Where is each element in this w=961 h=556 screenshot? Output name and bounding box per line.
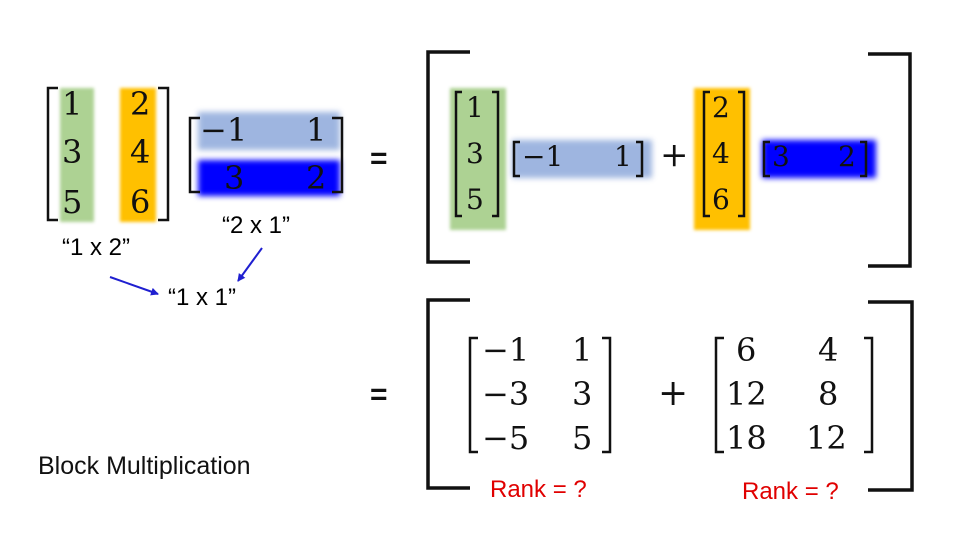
left-col2-r2: 4	[130, 133, 151, 171]
exp-col-b-r2: 4	[712, 137, 730, 170]
arrow-right-to-result	[237, 247, 263, 282]
res-a-r2-c1: −3	[482, 375, 530, 413]
left-col1-r1: 1	[62, 85, 83, 123]
right-r1-c2: 1	[306, 111, 327, 149]
exp-col-a-r3: 5	[466, 183, 484, 216]
exp-col-b-open	[702, 90, 710, 218]
res-b-r1-c1: 6	[736, 331, 757, 369]
rank-a-label: Rank = ?	[490, 476, 587, 503]
rank-b-label: Rank = ?	[742, 478, 839, 505]
plus-sign-bottom: +	[658, 373, 689, 414]
exp-col-a-open	[454, 90, 462, 218]
exp-row-a-c1: −1	[522, 140, 564, 173]
exp-col-a-r1: 1	[466, 91, 484, 124]
left-matrix-close-bracket	[158, 86, 170, 222]
result-size-label: “1 x 1”	[168, 284, 237, 311]
left-col1-r2: 3	[62, 133, 83, 171]
res-b-r3-c2: 12	[806, 419, 847, 457]
right-matrix-open-bracket	[188, 116, 200, 194]
left-col1-highlight	[60, 88, 94, 222]
left-col2-r3: 6	[130, 183, 151, 221]
left-matrix-label: “1 x 2”	[62, 234, 131, 261]
exp-col-a-r2: 3	[466, 137, 484, 170]
res-a-r3-c2: 5	[572, 419, 593, 457]
exp-col-b-r3: 6	[712, 183, 730, 216]
right-row2-highlight	[198, 160, 340, 196]
exp-row-b-c1: 3	[772, 140, 790, 173]
result-a-open	[468, 336, 478, 454]
result-a-close	[602, 336, 612, 454]
res-a-r3-c1: −5	[482, 419, 530, 457]
result-b-open	[714, 336, 724, 454]
res-b-r1-c2: 4	[818, 331, 839, 369]
exp-row-a-highlight	[512, 140, 652, 178]
caption: Block Multiplication	[38, 452, 251, 480]
right-r2-c2: 2	[306, 159, 327, 197]
exp-row-b-highlight	[762, 140, 876, 178]
exp-row-a-close	[636, 140, 644, 178]
exp-col-a-highlight	[450, 88, 506, 230]
res-a-r2-c2: 3	[572, 375, 593, 413]
res-a-r1-c2: 1	[572, 331, 593, 369]
left-col2-highlight	[120, 88, 156, 222]
exp-col-b-close	[738, 90, 746, 218]
equals-sign-bottom: =	[370, 378, 388, 411]
res-b-r3-c1: 18	[726, 419, 767, 457]
big-bracket-bottom-right	[868, 300, 914, 492]
equals-sign-top: =	[370, 142, 388, 175]
big-bracket-top-right	[868, 52, 912, 268]
exp-row-b-open	[762, 140, 770, 178]
res-b-r2-c1: 12	[726, 375, 767, 413]
exp-row-b-close	[860, 140, 868, 178]
arrow-left-to-result	[109, 276, 159, 296]
exp-row-a-c2: 1	[614, 140, 632, 173]
plus-sign-top: +	[660, 135, 689, 175]
res-b-r2-c2: 8	[818, 375, 839, 413]
big-bracket-bottom-left	[426, 298, 470, 490]
left-col1-r3: 5	[62, 183, 83, 221]
left-col2-r1: 2	[130, 85, 151, 123]
exp-row-a-open	[512, 140, 520, 178]
result-b-close	[864, 336, 874, 454]
right-matrix-close-bracket	[332, 116, 344, 194]
right-matrix-label: “2 x 1”	[222, 212, 291, 239]
right-r1-c1: −1	[200, 111, 248, 149]
exp-row-b-c2: 2	[838, 140, 856, 173]
exp-col-a-close	[492, 90, 500, 218]
big-bracket-top-left	[426, 50, 470, 264]
exp-col-b-r1: 2	[712, 91, 730, 124]
res-a-r1-c1: −1	[482, 331, 530, 369]
right-row1-highlight	[198, 112, 340, 150]
left-matrix-open-bracket	[46, 86, 58, 222]
right-r2-c1: 3	[224, 159, 245, 197]
